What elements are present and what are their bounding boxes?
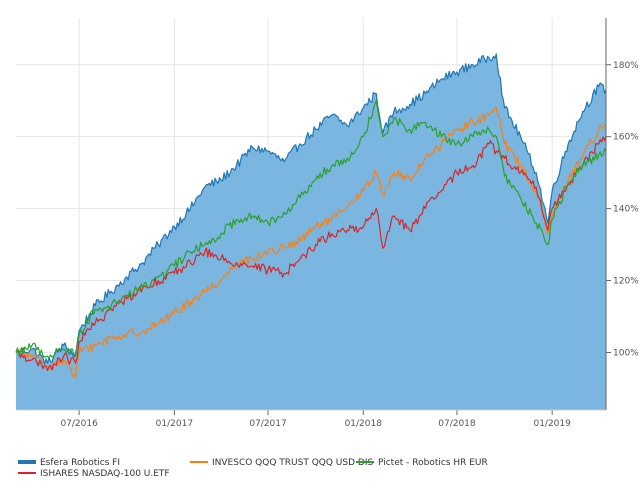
series-line-1 <box>15 107 607 379</box>
x-tick-label: 01/2019 <box>533 419 571 429</box>
y-tick-label: 160% <box>613 133 639 143</box>
legend-label: INVESCO QQQ TRUST QQQ USD DIS <box>212 458 373 468</box>
series-line-0 <box>15 53 607 365</box>
line-layer <box>15 53 607 379</box>
y-tick-label: 180% <box>613 61 639 71</box>
y-tick-label: 120% <box>613 277 639 287</box>
x-tick-label: 07/2018 <box>438 419 476 429</box>
legend-label: Esfera Robotics FI <box>40 458 120 468</box>
x-tick-label: 07/2017 <box>249 419 286 429</box>
y-tick-label: 100% <box>613 348 639 358</box>
legend: Esfera Robotics FI INVESCO QQQ TRUST QQQ … <box>18 458 488 479</box>
x-tick-label: 01/2018 <box>345 419 383 429</box>
x-tick-label: 01/2017 <box>156 419 193 429</box>
series-line-3 <box>15 100 607 359</box>
legend-label: ISHARES NASDAQ-100 U.ETF <box>40 469 170 479</box>
x-tick-label: 07/2016 <box>60 419 98 429</box>
series-line-2 <box>15 136 607 371</box>
legend-label: Pictet - Robotics HR EUR <box>378 458 488 468</box>
y-tick-label: 140% <box>613 205 639 215</box>
axes: 100% 120% 140% 160% 180% 07/2016 01/2017 07/201… <box>16 18 639 429</box>
